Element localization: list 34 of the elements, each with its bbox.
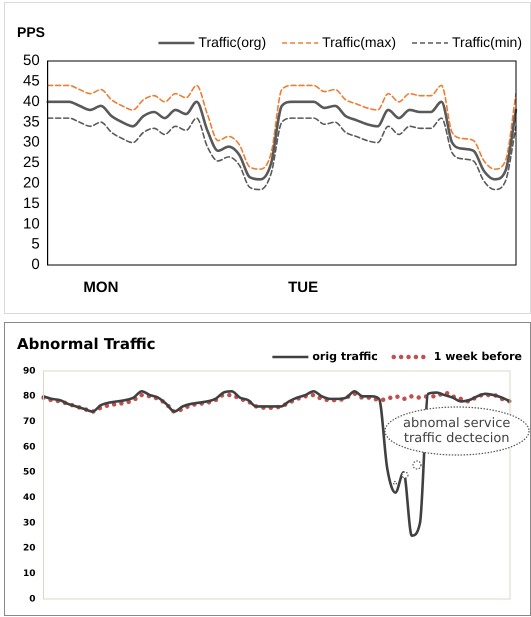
x-tick-label: MON	[83, 279, 118, 296]
line-series	[46, 84, 517, 170]
legend-label: Traffic(max)	[322, 34, 396, 50]
y-tick-label: 25	[22, 154, 40, 172]
y-tick-label: 45	[22, 72, 40, 90]
y-tick-label: 50	[22, 52, 40, 70]
y-tick-label: 30	[22, 134, 40, 151]
y-tick-label: 20	[22, 174, 40, 192]
y-tick-label: 35	[22, 113, 40, 130]
y-tick-label: 90	[22, 366, 36, 376]
legend-label: Traffic(org)	[198, 34, 266, 50]
legend-label: Traffic(min)	[452, 34, 522, 50]
y-tick-label: 15	[22, 194, 40, 212]
y-tick-label: 40	[22, 92, 40, 110]
legend-label: orig traffic	[312, 350, 378, 363]
y-tick-label: 60	[22, 442, 36, 452]
y-tick-label: 40	[22, 493, 36, 504]
y-tick-label: 80	[22, 392, 36, 402]
y-tick-label: 10	[22, 569, 36, 580]
chart-title: Abnormal Traffic	[17, 334, 156, 353]
y-tick-label: 30	[22, 518, 36, 528]
y-tick-label: 5	[31, 236, 40, 253]
y-tick-label: 0	[31, 256, 40, 274]
line-series	[41, 390, 512, 414]
line-series	[42, 390, 512, 537]
y-tick-label: 70	[22, 417, 36, 428]
y-axis-title: PPS	[17, 24, 46, 40]
annotation: abnomal service traffic dectecion	[402, 416, 512, 446]
y-tick-label: 10	[22, 215, 40, 232]
legend-label: 1 week before	[434, 350, 522, 363]
y-tick-label: 50	[22, 468, 36, 478]
x-tick-label: TUE	[288, 279, 318, 296]
y-tick-label: 20	[22, 544, 36, 554]
y-tick-label: 0	[29, 594, 36, 604]
